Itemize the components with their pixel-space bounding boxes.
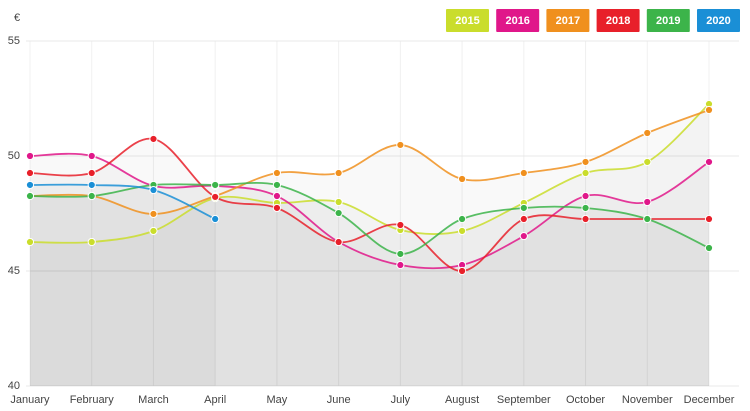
y-tick-label: 40 (8, 380, 20, 392)
point (211, 180, 220, 190)
x-tick-label: May (267, 394, 288, 406)
x-tick-label: November (622, 394, 673, 406)
area (30, 185, 215, 386)
point (643, 157, 652, 167)
x-tick-label: June (327, 394, 351, 406)
x-tick-label: March (138, 394, 169, 406)
point (87, 191, 96, 201)
point (643, 214, 652, 224)
point (643, 197, 652, 207)
point (149, 209, 158, 219)
legend-label: 2016 (505, 15, 529, 27)
point (272, 180, 282, 190)
x-tick-label: January (10, 394, 50, 406)
x-tick-label: August (445, 394, 479, 406)
point (457, 174, 467, 184)
point (581, 203, 590, 213)
x-tick-label: December (684, 394, 735, 406)
y-tick-label: 55 (8, 35, 20, 47)
series-line (29, 183, 216, 220)
legend-swatch (646, 9, 690, 32)
point (519, 231, 528, 241)
point (272, 168, 282, 178)
point (519, 168, 528, 178)
point (457, 226, 467, 236)
y-tick-label: 45 (8, 265, 20, 277)
point (519, 203, 528, 213)
point (334, 237, 343, 247)
point (396, 220, 405, 230)
point (457, 266, 467, 276)
point (87, 180, 96, 190)
point (704, 243, 714, 253)
x-tick-label: April (204, 394, 226, 406)
point (581, 191, 590, 201)
legend-swatch (496, 9, 540, 32)
point (704, 214, 714, 224)
point (457, 214, 467, 224)
x-tick-label: October (566, 394, 605, 406)
point (272, 203, 282, 213)
legend-swatch (446, 9, 489, 32)
legend-label: 2019 (656, 15, 680, 27)
legend-swatch (697, 9, 740, 32)
point (396, 249, 405, 259)
point (25, 191, 35, 201)
point (272, 191, 282, 201)
point (25, 180, 35, 190)
legend-swatch (546, 9, 590, 32)
point (25, 237, 35, 247)
point (149, 185, 158, 195)
x-tick-label: February (70, 394, 115, 406)
point (25, 168, 35, 178)
point (211, 192, 220, 202)
y-unit-label: € (14, 12, 20, 24)
point (149, 226, 158, 236)
legend-swatch (596, 9, 640, 32)
point (643, 128, 652, 138)
point (211, 214, 220, 224)
point (334, 168, 343, 178)
point (519, 214, 528, 224)
point (87, 237, 96, 247)
point (581, 214, 590, 224)
legend-label: 2015 (455, 15, 479, 27)
point (334, 197, 343, 207)
legend-label: 2018 (606, 15, 630, 27)
x-tick-label: September (497, 394, 551, 406)
point (581, 168, 590, 178)
point (396, 260, 405, 270)
point (581, 157, 590, 167)
point (334, 208, 343, 218)
point (396, 140, 405, 150)
point (87, 168, 96, 178)
point (149, 134, 158, 144)
x-tick-label: July (391, 394, 411, 406)
point (87, 151, 96, 161)
legend-label: 2020 (706, 15, 730, 27)
point (704, 157, 714, 167)
y-tick-label: 50 (8, 150, 20, 162)
point (25, 151, 35, 161)
legend-label: 2017 (556, 15, 580, 27)
point (704, 105, 714, 115)
